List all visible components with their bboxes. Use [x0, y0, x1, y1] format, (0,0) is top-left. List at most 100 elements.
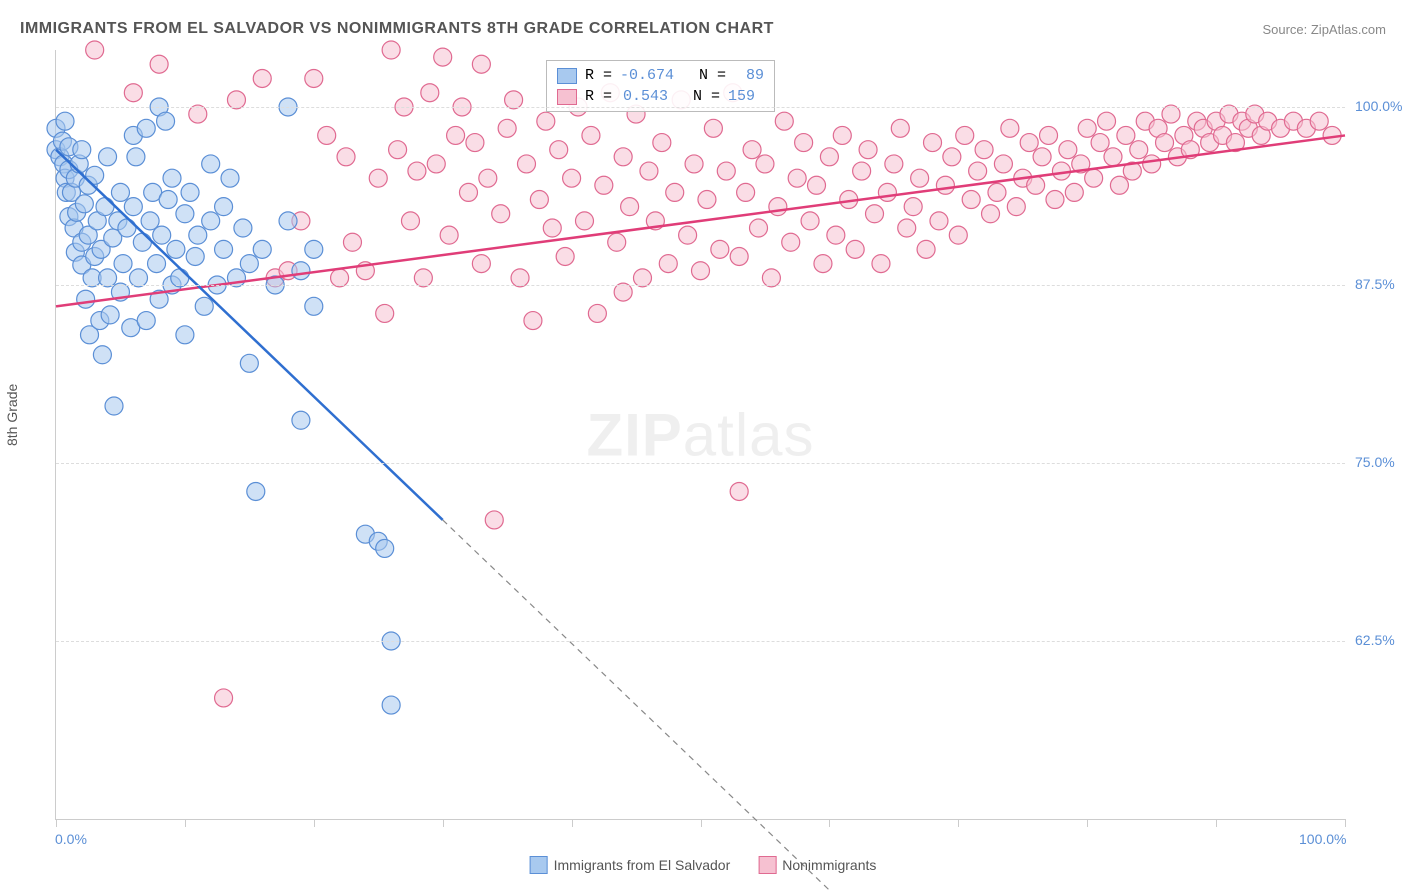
data-point	[1091, 134, 1109, 152]
data-point	[982, 205, 1000, 223]
gridline	[56, 107, 1345, 108]
y-tick-label: 100.0%	[1355, 98, 1406, 114]
x-tick	[185, 819, 186, 827]
data-point	[679, 226, 697, 244]
data-point	[167, 240, 185, 258]
data-point	[904, 198, 922, 216]
data-point	[1001, 119, 1019, 137]
data-point	[408, 162, 426, 180]
data-point	[1143, 155, 1161, 173]
data-point	[956, 126, 974, 144]
data-point	[240, 354, 258, 372]
data-point	[421, 84, 439, 102]
data-point	[389, 141, 407, 159]
data-point	[118, 219, 136, 237]
data-point	[247, 482, 265, 500]
data-point	[157, 112, 175, 130]
data-point	[401, 212, 419, 230]
data-point	[833, 126, 851, 144]
data-point	[962, 191, 980, 209]
data-point	[1117, 126, 1135, 144]
data-point	[853, 162, 871, 180]
y-tick-label: 75.0%	[1355, 454, 1406, 470]
data-point	[369, 169, 387, 187]
chart-title: IMMIGRANTS FROM EL SALVADOR VS NONIMMIGR…	[20, 20, 774, 38]
data-point	[137, 119, 155, 137]
data-point	[376, 304, 394, 322]
data-point	[640, 162, 658, 180]
stats-box: R = -0.674 N = 89 R = 0.543 N = 159	[546, 60, 775, 112]
data-point	[124, 198, 142, 216]
stats-swatch-2	[557, 89, 577, 105]
data-point	[924, 134, 942, 152]
data-point	[202, 155, 220, 173]
x-tick	[829, 819, 830, 827]
data-point	[111, 183, 129, 201]
stats-row-2: R = 0.543 N = 159	[557, 86, 764, 107]
x-tick	[1087, 819, 1088, 827]
data-point	[485, 511, 503, 529]
x-tick	[314, 819, 315, 827]
data-point	[917, 240, 935, 258]
stats-r-label-2: R =	[585, 86, 612, 107]
data-point	[133, 233, 151, 251]
gridline	[56, 285, 1345, 286]
data-point	[769, 198, 787, 216]
data-point	[215, 689, 233, 707]
data-point	[556, 247, 574, 265]
x-tick	[1216, 819, 1217, 827]
data-point	[124, 84, 142, 102]
plot-area: ZIPatlas R = -0.674 N = 89 R = 0.543 N =…	[55, 50, 1345, 820]
source-prefix: Source:	[1262, 22, 1310, 37]
data-point	[730, 247, 748, 265]
data-point	[750, 219, 768, 237]
data-point	[114, 255, 132, 273]
stats-row-1: R = -0.674 N = 89	[557, 65, 764, 86]
data-point	[337, 148, 355, 166]
data-point	[440, 226, 458, 244]
data-point	[717, 162, 735, 180]
data-point	[975, 141, 993, 159]
legend-label-1: Immigrants from El Salvador	[554, 857, 731, 873]
x-tick	[572, 819, 573, 827]
data-point	[530, 191, 548, 209]
data-point	[189, 226, 207, 244]
data-point	[582, 126, 600, 144]
data-point	[666, 183, 684, 201]
data-point	[898, 219, 916, 237]
data-point	[659, 255, 677, 273]
data-point	[653, 134, 671, 152]
stats-r-label-1: R =	[585, 65, 612, 86]
data-point	[77, 290, 95, 308]
data-point	[492, 205, 510, 223]
data-point	[75, 195, 93, 213]
data-point	[99, 148, 117, 166]
stats-n-label-1: N =	[699, 65, 726, 86]
data-point	[137, 312, 155, 330]
data-point	[221, 169, 239, 187]
data-point	[186, 247, 204, 265]
data-point	[382, 696, 400, 714]
data-point	[827, 226, 845, 244]
data-point	[608, 233, 626, 251]
data-point	[575, 212, 593, 230]
stats-r-value-2: 0.543	[620, 86, 668, 107]
data-point	[202, 212, 220, 230]
data-point	[1130, 141, 1148, 159]
legend-label-2: Nonimmigrants	[782, 857, 876, 873]
data-point	[472, 55, 490, 73]
data-point	[878, 183, 896, 201]
data-point	[86, 41, 104, 59]
data-point	[775, 112, 793, 130]
data-point	[704, 119, 722, 137]
data-point	[801, 212, 819, 230]
data-point	[563, 169, 581, 187]
data-point	[459, 183, 477, 201]
data-point	[1007, 198, 1025, 216]
data-point	[305, 69, 323, 87]
data-point	[234, 219, 252, 237]
data-point	[215, 198, 233, 216]
data-point	[73, 141, 91, 159]
data-point	[537, 112, 555, 130]
data-point	[949, 226, 967, 244]
